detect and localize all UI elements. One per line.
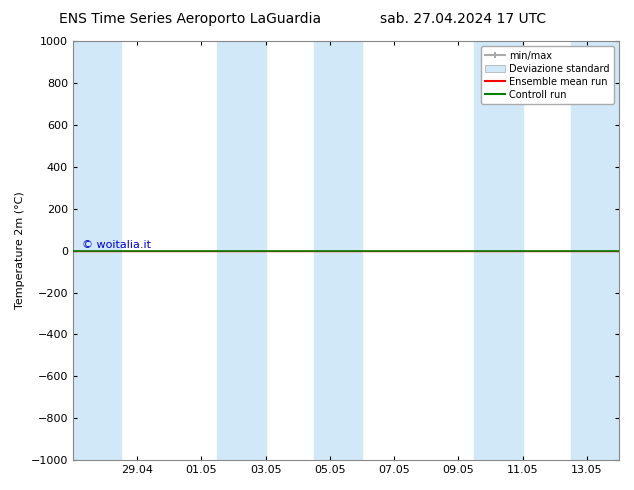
Bar <box>474 41 522 460</box>
Y-axis label: Temperature 2m (°C): Temperature 2m (°C) <box>15 192 25 310</box>
Bar <box>217 41 266 460</box>
Bar <box>314 41 362 460</box>
Text: sab. 27.04.2024 17 UTC: sab. 27.04.2024 17 UTC <box>380 12 546 26</box>
Text: © woitalia.it: © woitalia.it <box>82 240 152 250</box>
Bar <box>73 41 121 460</box>
Legend: min/max, Deviazione standard, Ensemble mean run, Controll run: min/max, Deviazione standard, Ensemble m… <box>481 46 614 104</box>
Text: ENS Time Series Aeroporto LaGuardia: ENS Time Series Aeroporto LaGuardia <box>59 12 321 26</box>
Bar <box>571 41 619 460</box>
